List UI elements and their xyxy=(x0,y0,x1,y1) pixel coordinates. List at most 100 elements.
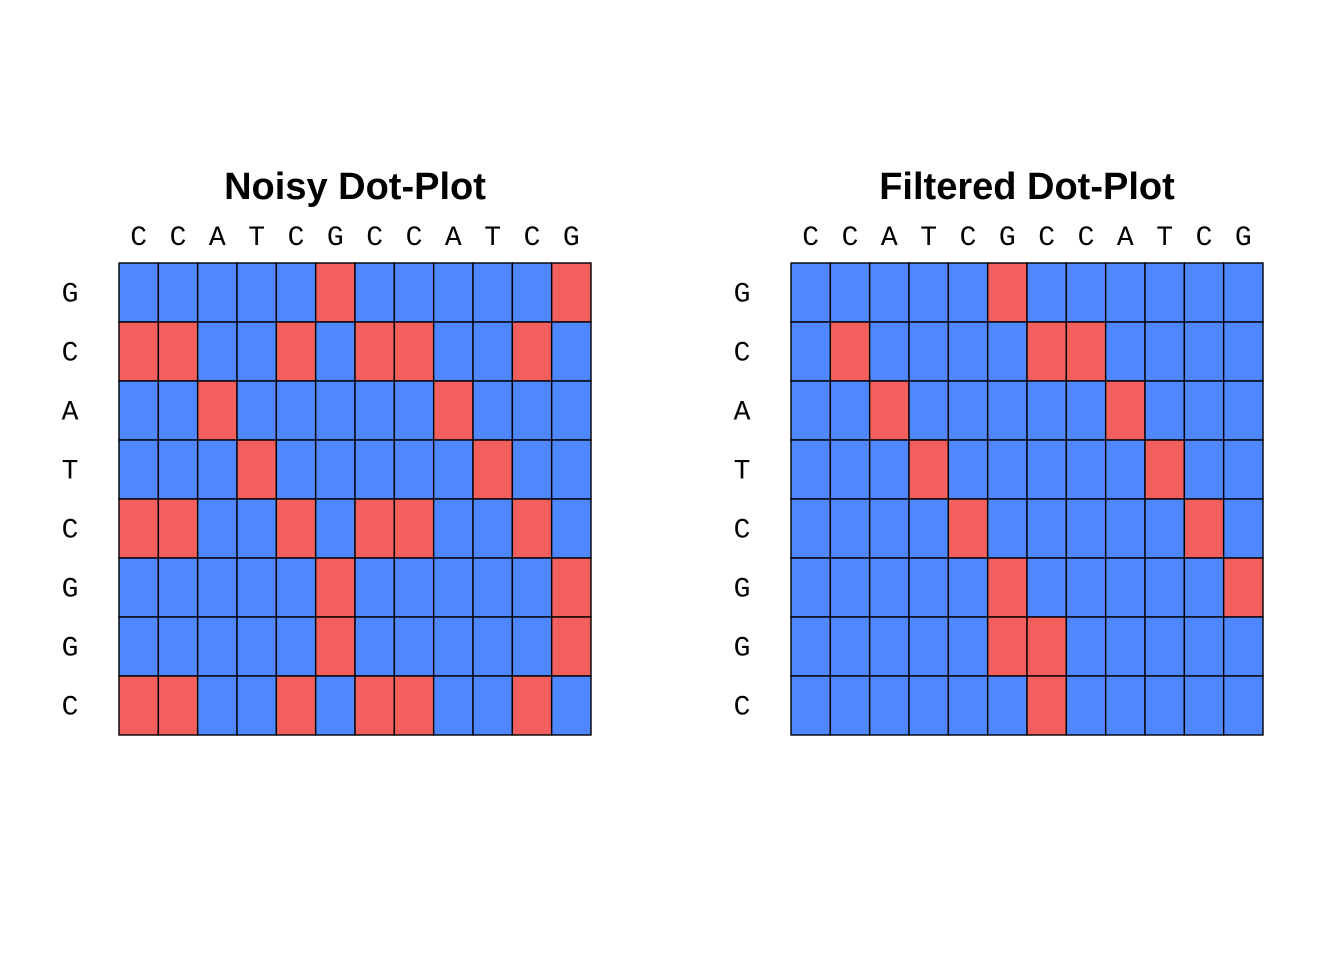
mismatch-cell xyxy=(472,498,514,559)
mismatch-cell xyxy=(1144,380,1186,441)
match-cell xyxy=(1144,439,1186,500)
match-cell xyxy=(118,675,160,736)
mismatch-cell xyxy=(432,498,474,559)
mismatch-cell xyxy=(472,557,514,618)
chart-title: Filtered Dot-Plot xyxy=(879,166,1175,208)
column-label: G xyxy=(999,223,1016,254)
mismatch-cell xyxy=(511,616,553,677)
match-cell xyxy=(275,321,317,382)
mismatch-cell xyxy=(432,262,474,323)
mismatch-cell xyxy=(829,557,871,618)
mismatch-cell xyxy=(275,262,317,323)
mismatch-cell xyxy=(790,498,832,559)
mismatch-cell xyxy=(1065,557,1107,618)
mismatch-cell xyxy=(432,616,474,677)
row-label: A xyxy=(62,398,79,429)
mismatch-cell xyxy=(393,262,435,323)
mismatch-cell xyxy=(236,675,278,736)
mismatch-cell xyxy=(1222,380,1264,441)
match-cell xyxy=(986,262,1028,323)
row-label: T xyxy=(62,457,79,488)
mismatch-cell xyxy=(829,498,871,559)
mismatch-cell xyxy=(1183,675,1225,736)
column-label: T xyxy=(484,223,501,254)
match-cell xyxy=(829,321,871,382)
match-cell xyxy=(908,439,950,500)
match-cell xyxy=(393,321,435,382)
mismatch-cell xyxy=(550,498,592,559)
mismatch-cell xyxy=(236,262,278,323)
mismatch-cell xyxy=(908,498,950,559)
match-cell xyxy=(157,321,199,382)
mismatch-cell xyxy=(829,439,871,500)
mismatch-cell xyxy=(118,262,160,323)
mismatch-cell xyxy=(1222,321,1264,382)
column-label: A xyxy=(1117,223,1134,254)
row-label: C xyxy=(734,339,751,370)
mismatch-cell xyxy=(236,380,278,441)
mismatch-cell xyxy=(1104,498,1146,559)
match-cell xyxy=(550,262,592,323)
mismatch-cell xyxy=(790,321,832,382)
row-label: C xyxy=(62,516,79,547)
mismatch-cell xyxy=(393,380,435,441)
mismatch-cell xyxy=(947,321,989,382)
mismatch-cell xyxy=(1026,498,1068,559)
mismatch-cell xyxy=(236,616,278,677)
row-label: G xyxy=(62,575,79,606)
mismatch-cell xyxy=(947,616,989,677)
mismatch-cell xyxy=(1065,380,1107,441)
row-label: A xyxy=(734,398,751,429)
mismatch-cell xyxy=(236,321,278,382)
column-label: C xyxy=(288,223,305,254)
match-cell xyxy=(354,498,396,559)
mismatch-cell xyxy=(947,675,989,736)
match-cell xyxy=(314,557,356,618)
match-cell xyxy=(1104,380,1146,441)
match-cell xyxy=(275,498,317,559)
mismatch-cell xyxy=(196,616,238,677)
mismatch-cell xyxy=(1026,262,1068,323)
mismatch-cell xyxy=(1183,321,1225,382)
mismatch-cell xyxy=(908,262,950,323)
mismatch-cell xyxy=(1104,439,1146,500)
mismatch-cell xyxy=(1104,262,1146,323)
mismatch-cell xyxy=(868,675,910,736)
column-label: C xyxy=(406,223,423,254)
mismatch-cell xyxy=(868,439,910,500)
row-label: C xyxy=(62,339,79,370)
mismatch-cell xyxy=(314,321,356,382)
match-cell xyxy=(1065,321,1107,382)
mismatch-cell xyxy=(314,675,356,736)
mismatch-cell xyxy=(947,262,989,323)
mismatch-cell xyxy=(432,439,474,500)
mismatch-cell xyxy=(275,557,317,618)
match-cell xyxy=(550,616,592,677)
mismatch-cell xyxy=(1104,321,1146,382)
mismatch-cell xyxy=(196,557,238,618)
row-label: C xyxy=(734,693,751,724)
mismatch-cell xyxy=(1144,262,1186,323)
mismatch-cell xyxy=(196,262,238,323)
mismatch-cell xyxy=(1183,380,1225,441)
mismatch-cell xyxy=(196,439,238,500)
match-cell xyxy=(947,498,989,559)
chart-title: Noisy Dot-Plot xyxy=(224,166,486,208)
mismatch-cell xyxy=(908,380,950,441)
mismatch-cell xyxy=(511,262,553,323)
column-label: T xyxy=(1156,223,1173,254)
mismatch-cell xyxy=(314,498,356,559)
column-label: G xyxy=(1235,223,1252,254)
mismatch-cell xyxy=(472,262,514,323)
match-cell xyxy=(354,321,396,382)
match-cell xyxy=(511,498,553,559)
column-label: C xyxy=(524,223,541,254)
mismatch-cell xyxy=(511,557,553,618)
match-cell xyxy=(550,557,592,618)
mismatch-cell xyxy=(790,262,832,323)
column-label: A xyxy=(445,223,462,254)
match-cell xyxy=(118,321,160,382)
mismatch-cell xyxy=(1144,321,1186,382)
match-cell xyxy=(393,498,435,559)
